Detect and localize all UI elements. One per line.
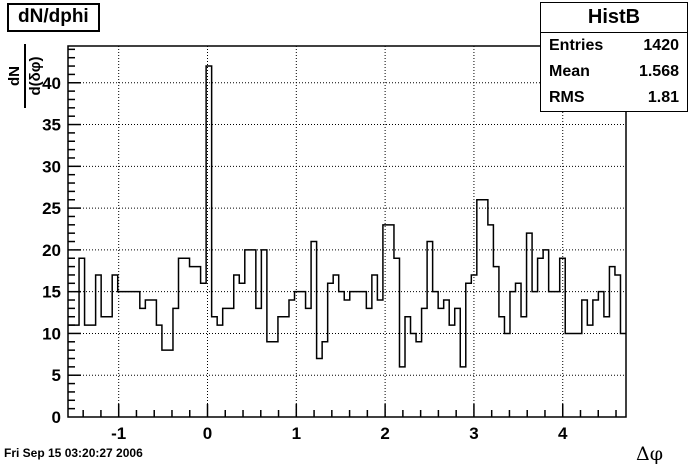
stats-label: RMS	[549, 89, 585, 106]
plot-title: dN/dphi	[18, 6, 89, 27]
timestamp: Fri Sep 15 03:20:27 2006	[4, 446, 143, 460]
axis-ticks	[68, 48, 617, 417]
x-tick-label: 0	[203, 424, 212, 443]
y-tick-label: 10	[42, 324, 61, 343]
y-tick-label: 35	[42, 116, 61, 135]
y-tick-label: 15	[42, 283, 61, 302]
y-axis-title: dN d(δφ)	[6, 44, 44, 108]
y-tick-label: 20	[42, 241, 61, 260]
stats-row-rms: RMS 1.81	[541, 85, 687, 111]
y-tick-label: 40	[42, 74, 61, 93]
stats-title: HistB	[541, 3, 687, 33]
stats-box: HistB Entries 1420 Mean 1.568 RMS 1.81	[540, 2, 688, 112]
y-tick-label: 5	[52, 366, 61, 385]
stats-value: 1420	[643, 37, 679, 54]
x-tick-label: 4	[558, 424, 568, 443]
x-axis-title: Δφ	[636, 443, 664, 465]
stats-value: 1.81	[647, 89, 679, 106]
x-tick-label: 3	[469, 424, 478, 443]
gridlines	[68, 46, 626, 417]
plot-frame	[67, 45, 627, 418]
x-tick-label: 1	[292, 424, 301, 443]
y-axis-title-numerator: dN	[6, 66, 23, 86]
y-axis-title-denominator: d(δφ)	[27, 56, 44, 96]
fraction-bar	[24, 44, 26, 108]
stats-row-entries: Entries 1420	[541, 33, 687, 59]
x-tick-label: 2	[380, 424, 389, 443]
stats-label: Entries	[549, 37, 604, 54]
y-tick-label: 30	[42, 157, 61, 176]
stats-row-mean: Mean 1.568	[541, 59, 687, 85]
stats-value: 1.568	[638, 63, 679, 80]
y-tick-label: 25	[42, 199, 61, 218]
plot-title-box: dN/dphi	[7, 3, 100, 32]
x-tick-label: -1	[111, 424, 126, 443]
y-tick-label: 0	[52, 408, 61, 427]
stats-label: Mean	[549, 63, 590, 80]
histogram-trace	[68, 65, 626, 368]
